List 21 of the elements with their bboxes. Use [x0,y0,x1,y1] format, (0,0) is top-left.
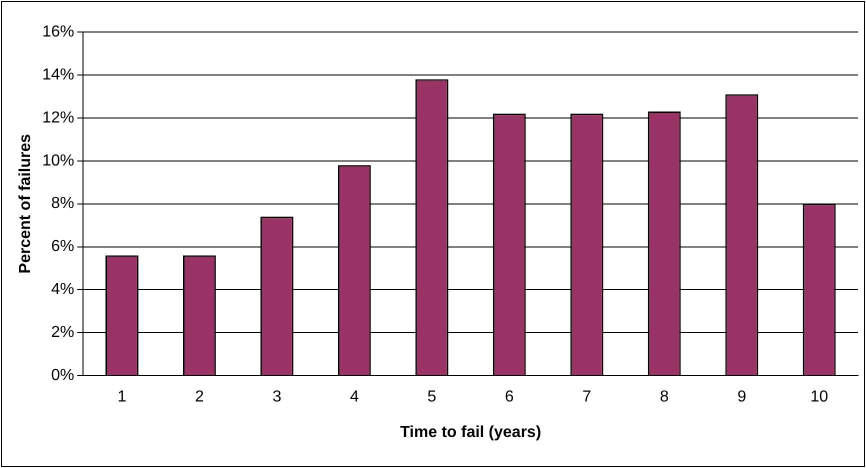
x-tick-label: 3 [272,388,282,406]
y-tick-label: 8% [51,195,74,212]
x-tick-label: 7 [582,388,592,406]
y-tick-label: 2% [51,324,74,342]
x-tick-label: 6 [504,388,514,406]
x-tick-label: 5 [427,388,436,406]
x-tick-label: 9 [737,388,746,406]
y-tick-label: 10% [42,152,74,170]
x-tick-label: 2 [194,388,204,406]
y-tick-label: 4% [51,281,74,298]
y-tick-label: 0% [51,367,74,384]
y-tick-label: 6% [51,238,74,256]
x-tick-label: 8 [660,388,669,406]
y-tick-label: 14% [42,66,74,84]
y-tick-label: 16% [42,23,74,40]
y-tick-label: 12% [42,109,74,126]
y-axis-title: Percent of failures [17,134,34,274]
x-tick-label: 10 [810,388,828,406]
x-tick-label: 4 [350,388,359,406]
x-axis-title: Time to fail (years) [400,424,542,441]
x-tick-label: 1 [118,388,127,406]
